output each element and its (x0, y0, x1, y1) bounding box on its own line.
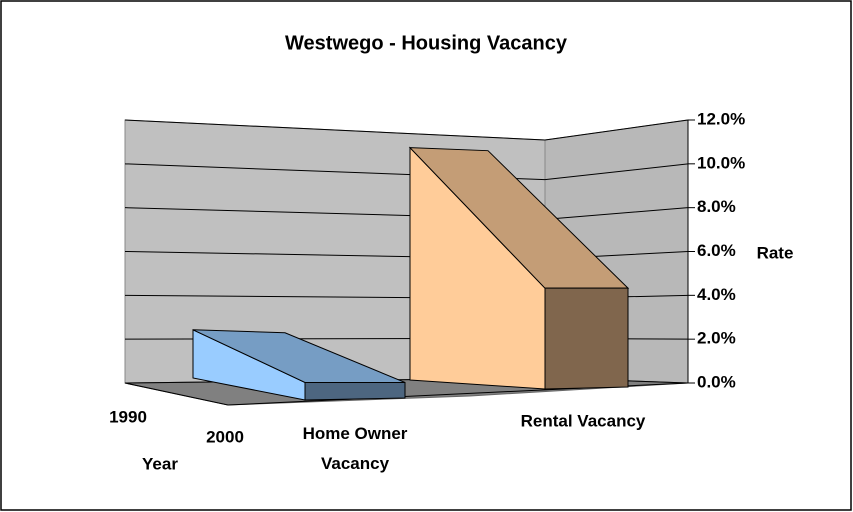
x-tick-label: Home Owner Vacancy (303, 424, 408, 473)
depth-axis-title: Year (142, 454, 178, 473)
area-front (544, 287, 629, 390)
x-tick-label: Rental Vacancy (521, 411, 646, 430)
grid-line (124, 119, 689, 141)
y-tick-label: 10.0% (697, 153, 745, 172)
chart-title: Westwego - Housing Vacancy (285, 32, 568, 54)
y-tick-label: 4.0% (697, 285, 736, 304)
y-tick-label: 6.0% (697, 241, 736, 260)
y-axis-title: Rate (757, 243, 794, 262)
depth-tick-label: 2000 (206, 427, 244, 446)
y-tick-label: 8.0% (697, 197, 736, 216)
grid-line (124, 163, 689, 181)
y-tick-label: 2.0% (697, 329, 736, 348)
y-tick-label: 12.0% (697, 109, 745, 128)
depth-axis (124, 382, 229, 406)
y-tick-label: 0.0% (697, 372, 736, 391)
area-front (304, 381, 406, 401)
depth-tick-label: 1990 (109, 407, 147, 426)
